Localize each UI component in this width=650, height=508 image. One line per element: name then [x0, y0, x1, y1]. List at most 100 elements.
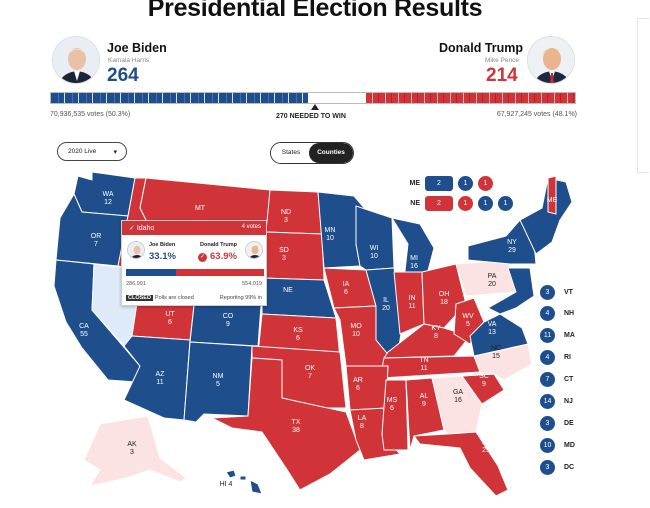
state-label-sc: SC [479, 373, 489, 380]
small-state-ev: 14 [540, 394, 555, 409]
state-tn[interactable] [379, 355, 481, 379]
state-ev-la: 8 [360, 423, 364, 430]
year-select-value: 2020 Live [68, 148, 97, 155]
state-ev-mo: 10 [352, 331, 360, 338]
state-label-mi: MI [410, 255, 418, 262]
small-state-ev: 10 [540, 438, 555, 453]
me-statewide-votes[interactable]: 2 [425, 176, 453, 191]
reporting-status: Reporting 99% in [219, 295, 262, 301]
state-label-ut: UT [165, 311, 175, 318]
me-district-2-votes[interactable]: 1 [478, 176, 493, 191]
small-state-label: RI [564, 354, 571, 361]
state-wi[interactable] [355, 205, 395, 271]
biden-running-mate: Kamala Harris [108, 57, 150, 64]
state-va[interactable] [469, 313, 529, 357]
state-ar[interactable] [345, 365, 389, 411]
year-select[interactable]: 2020 Live ▾ [57, 142, 127, 161]
closed-tag: CLOSED [126, 295, 153, 301]
state-ev-sd: 3 [282, 255, 286, 262]
winner-check-icon: ✓ [198, 253, 207, 262]
ne-district-1-votes[interactable]: 1 [458, 196, 473, 211]
tooltip-state-label: Idaho [136, 225, 155, 232]
tooltip-header: ✓ Idaho 4 votes [122, 221, 266, 235]
state-me-district-2[interactable] [547, 175, 557, 215]
state-ev-tx: 38 [292, 427, 300, 434]
270-marker-icon [311, 104, 319, 110]
state-ev-az: 11 [156, 379, 163, 386]
state-hi[interactable] [225, 469, 263, 495]
state-label-ms: MS [387, 397, 398, 404]
small-state-nh[interactable]: 4 NH [540, 306, 600, 322]
trump-avatar [527, 36, 575, 84]
small-state-nj[interactable]: 14 NJ [540, 394, 600, 410]
state-ak[interactable] [83, 415, 187, 487]
state-label-il: IL [383, 297, 389, 304]
state-ev-ia: 6 [344, 289, 348, 296]
state-nj-de-md[interactable] [487, 267, 535, 315]
biden-avatar [52, 36, 100, 84]
trump-running-mate: Mike Pence [485, 57, 519, 64]
state-az[interactable] [123, 335, 191, 421]
side-panel-edge [637, 18, 649, 173]
state-sd[interactable] [261, 231, 325, 281]
ne-district-2-votes[interactable]: 1 [478, 196, 493, 211]
biden-ev-fill [51, 93, 309, 103]
trump-name: Donald Trump [439, 41, 524, 55]
state-ev-in: 11 [408, 303, 415, 310]
state-label-hi: HI 4 [220, 481, 233, 488]
small-state-dc[interactable]: 3 DC [540, 460, 600, 476]
view-toggle[interactable]: States Counties [270, 142, 354, 164]
small-state-vt[interactable]: 3 VT [540, 285, 600, 301]
tooltip-trump-share-fill [175, 269, 264, 276]
tooltip-trump-votes: 554,019 [242, 281, 262, 287]
state-ev-ut: 6 [168, 319, 172, 326]
state-ev-va: 13 [488, 329, 496, 336]
ne-district-3-votes[interactable]: 1 [498, 196, 513, 211]
ne-statewide-votes[interactable]: 2 [425, 196, 453, 211]
state-fl[interactable] [413, 431, 509, 497]
state-ev-nd: 3 [284, 217, 288, 224]
state-label-va: VA [488, 321, 497, 328]
toggle-states[interactable]: States [271, 143, 311, 163]
small-state-ev: 7 [540, 372, 555, 387]
page-title: Presidential Election Results [147, 0, 483, 22]
toggle-counties[interactable]: Counties [309, 143, 353, 163]
chevron-down-icon: ▾ [113, 149, 117, 156]
state-ev-nm: 5 [216, 381, 220, 388]
state-label-oh: OH [439, 291, 450, 298]
small-state-de[interactable]: 3 DE [540, 416, 600, 432]
state-new-england[interactable] [519, 177, 573, 255]
state-label-pa: PA [488, 273, 497, 280]
small-state-md[interactable]: 10 MD [540, 438, 600, 454]
state-ne[interactable] [261, 277, 337, 319]
state-ms[interactable] [381, 379, 409, 451]
state-nd[interactable] [265, 189, 323, 235]
small-state-label: CT [564, 376, 574, 383]
tooltip-trump-name: Donald Trump [200, 242, 237, 248]
state-label-ky: KY [431, 325, 441, 332]
state-label-ak: AK [127, 441, 137, 448]
state-label-ga: GA [453, 389, 463, 396]
me-district-1-votes[interactable]: 1 [458, 176, 473, 191]
state-label-or: OR [91, 233, 102, 240]
state-ev-sc: 9 [482, 381, 486, 388]
state-ev-ok: 7 [308, 373, 312, 380]
state-pa[interactable] [455, 259, 517, 297]
tooltip-biden-avatar [127, 241, 145, 259]
state-tx[interactable] [211, 357, 361, 491]
small-state-label: DE [564, 420, 574, 427]
state-ev-mn: 10 [326, 235, 334, 242]
small-state-ri[interactable]: 4 RI [540, 350, 600, 366]
state-label-tx: TX [292, 419, 301, 426]
trump-electoral-votes: 214 [486, 65, 518, 86]
state-label-wi: WI [370, 245, 379, 252]
small-state-ct[interactable]: 7 CT [540, 372, 600, 388]
small-state-ma[interactable]: 11 MA [540, 328, 600, 344]
closed-text: Polls are closed [154, 295, 194, 301]
state-label-co: CO [223, 313, 234, 320]
state-nc[interactable] [461, 343, 533, 381]
state-label-nm: NM [213, 373, 224, 380]
state-label-nd: ND [281, 209, 291, 216]
state-al[interactable] [405, 377, 445, 451]
